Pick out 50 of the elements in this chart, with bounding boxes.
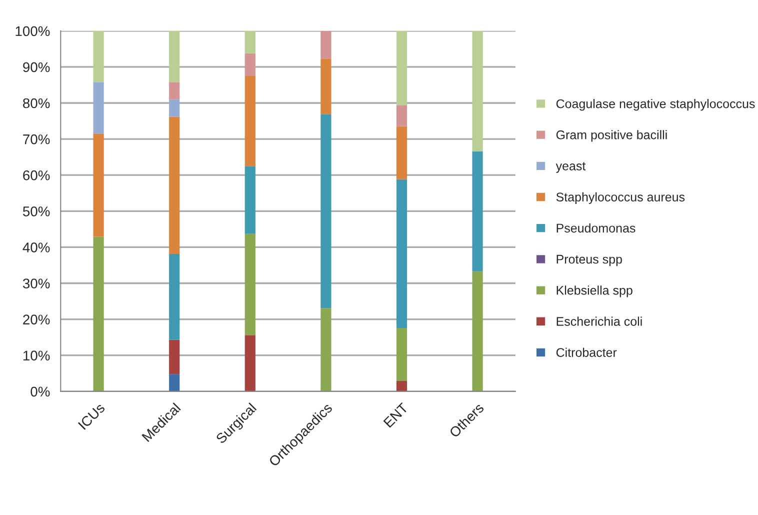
legend-label: Escherichia coli: [556, 316, 642, 326]
bar: [244, 76, 256, 166]
bar: [93, 134, 104, 237]
bar: [169, 99, 180, 117]
bar: [244, 234, 256, 336]
bar: [244, 53, 256, 76]
bar: [93, 236, 104, 392]
bar: [169, 30, 180, 82]
y-tick-label: 80%: [23, 98, 50, 108]
bar: [396, 179, 408, 328]
bar: [93, 30, 104, 82]
bar: [244, 166, 256, 234]
legend-label: yeast: [556, 162, 586, 173]
bar: [169, 82, 180, 100]
y-tick-label: 60%: [23, 170, 50, 180]
legend-label: Pseudomonas: [556, 223, 636, 233]
bar: [320, 308, 332, 392]
bar: [472, 271, 483, 392]
bar: [396, 105, 408, 126]
y-tick-label: 30%: [22, 278, 50, 288]
y-tick-label: 10%: [23, 350, 50, 361]
bar: [244, 335, 256, 392]
legend-label: Staphylococcus aureus: [556, 192, 685, 204]
bar: [320, 30, 332, 59]
y-tick-label: 50%: [22, 206, 50, 216]
y-tick-label: 0%: [30, 386, 50, 397]
bar: [396, 126, 408, 180]
bar: [472, 30, 483, 152]
bar: [472, 151, 483, 272]
bar: [396, 328, 408, 381]
bar: [396, 380, 408, 392]
y-tick-label: 70%: [23, 134, 50, 144]
bar: [169, 340, 180, 374]
bar: [169, 374, 180, 392]
bar: [169, 254, 180, 340]
legend-label: Proteus spp: [556, 254, 622, 266]
bar: [244, 30, 256, 54]
bar: [93, 82, 104, 134]
bar: [320, 114, 332, 308]
bar: [396, 30, 408, 106]
y-tick-label: 40%: [22, 242, 50, 252]
legend-label: Citrobacter: [556, 348, 617, 357]
y-tick-label: 20%: [23, 314, 50, 324]
legend-label: Coagulase negative staphylococcus: [556, 99, 755, 111]
bar: [320, 58, 332, 114]
legend-label: Gram positive bacilli: [556, 130, 667, 142]
legend-label: Klebsiella spp: [556, 286, 632, 298]
y-tick-label: 100%: [16, 26, 50, 36]
bar: [169, 116, 180, 254]
y-tick-label: 90%: [23, 62, 50, 72]
